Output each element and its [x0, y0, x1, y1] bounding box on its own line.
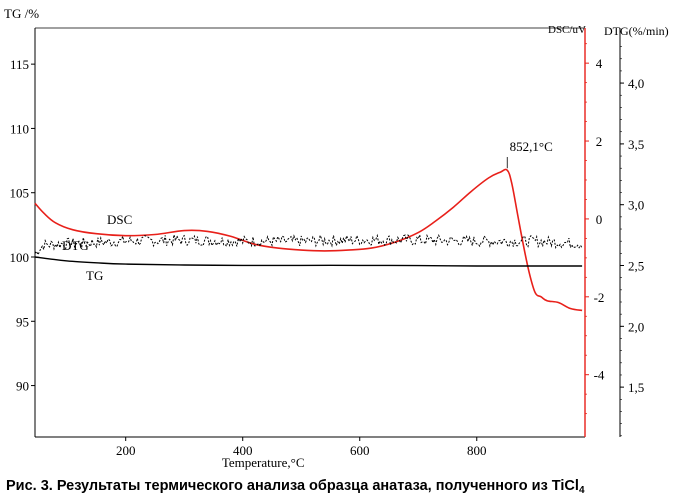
- x-axis-label: Temperature,°C: [222, 455, 305, 470]
- labels-layer: DSC DTG TG 852,1°C: [62, 139, 553, 283]
- dtg-curve-label: DTG: [62, 238, 89, 253]
- x-tick-label: 400: [233, 443, 253, 458]
- x-axis-label-unit: °C: [291, 455, 305, 470]
- series-layer: [34, 168, 583, 312]
- tg-axis-label: TG /%: [4, 6, 39, 21]
- x-tick-label: 600: [350, 443, 370, 458]
- dtg-tick-label: 3,0: [628, 198, 644, 213]
- dsc-tick-label: -4: [594, 368, 605, 383]
- axes-layer: 90 95 100 105 110 115 TG /% 200 400 600 800 Tempera…: [4, 6, 669, 470]
- tg-tick-label: 110: [10, 121, 29, 136]
- series-line-dsc: [34, 168, 583, 312]
- dsc-tick-label: 0: [596, 212, 603, 227]
- dtg-tick-label: 1,5: [628, 380, 644, 395]
- tg-tick-label: 100: [10, 250, 30, 265]
- thermal-analysis-chart: 90 95 100 105 110 115 TG /% 200 400 600 800 Tempera…: [4, 6, 669, 470]
- x-tick-label: 200: [116, 443, 136, 458]
- dtg-tick-label: 4,0: [628, 76, 644, 91]
- series-line-dtg: [34, 233, 583, 256]
- dsc-axis-label: DSC/uV: [548, 24, 586, 36]
- dsc-tick-label: 4: [596, 56, 603, 71]
- caption-text: Рис. 3. Результаты термического анализа …: [6, 478, 579, 494]
- tg-tick-label: 115: [10, 57, 29, 72]
- tg-tick-label: 90: [16, 379, 29, 394]
- tg-tick-label: 105: [10, 186, 30, 201]
- figure-caption: Рис. 3. Результаты термического анализа …: [6, 478, 686, 496]
- dtg-tick-label: 2,5: [628, 259, 644, 274]
- x-tick-label: 800: [467, 443, 487, 458]
- dsc-tick-label: 2: [596, 134, 603, 149]
- dtg-tick-label: 3,5: [628, 137, 644, 152]
- dsc-tick-label: -2: [594, 290, 605, 305]
- caption-subscript: 4: [578, 485, 585, 496]
- tg-tick-label: 95: [16, 314, 29, 329]
- peak-annotation-label: 852,1°C: [510, 139, 553, 154]
- tg-curve-label: TG: [86, 268, 103, 283]
- dtg-axis-label: DTG(%/min): [604, 24, 669, 38]
- x-axis-label-text: Temperature,: [222, 455, 291, 470]
- dtg-tick-label: 2,0: [628, 319, 644, 334]
- dsc-curve-label: DSC: [107, 212, 132, 227]
- series-line-tg: [34, 256, 583, 267]
